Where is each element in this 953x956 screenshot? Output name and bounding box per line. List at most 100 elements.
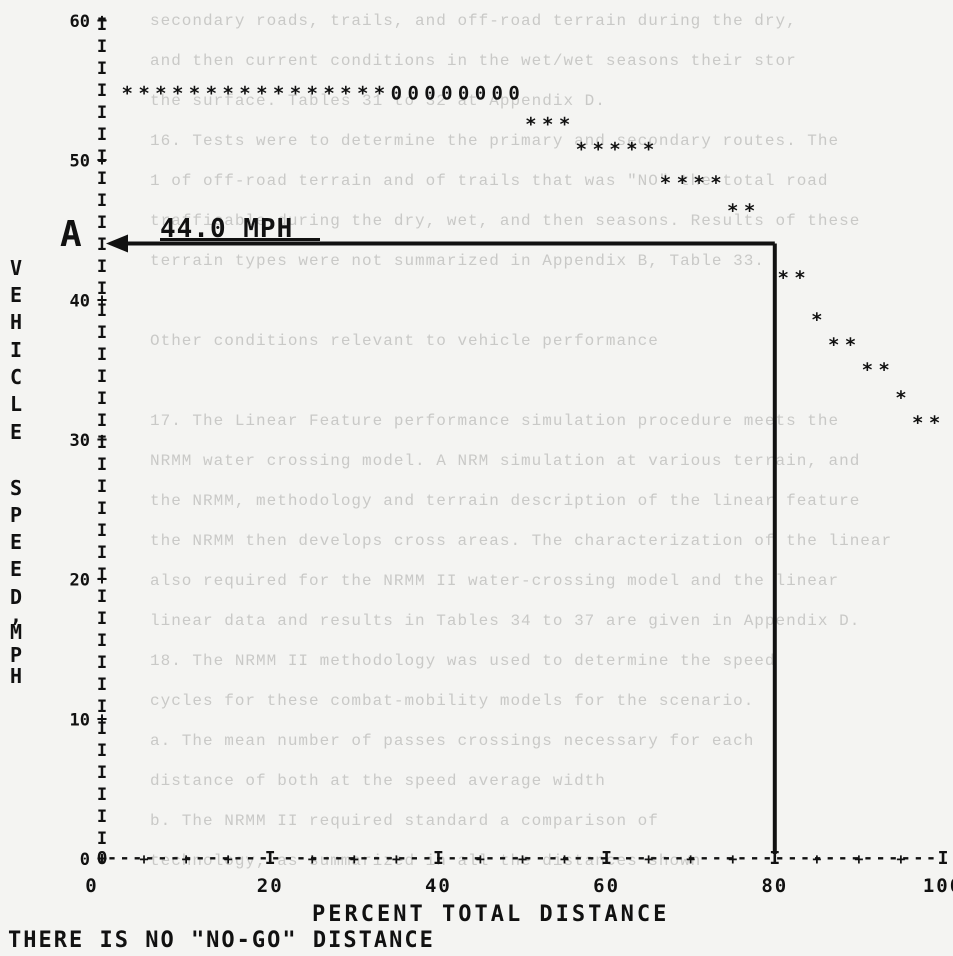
x-axis-segment: -: [510, 848, 520, 868]
y-tick-mark: +: [97, 570, 107, 590]
x-axis-segment: -: [699, 848, 709, 868]
y-axis-segment: I: [97, 367, 107, 387]
x-axis-segment: -: [334, 848, 344, 868]
data-point: *: [660, 172, 671, 194]
data-point: *: [357, 83, 368, 105]
data-point: *: [592, 138, 603, 160]
x-minor-tick: +: [392, 850, 401, 868]
y-axis-segment: I: [97, 147, 107, 167]
data-point: 0: [424, 83, 435, 105]
x-axis-title: PERCENT TOTAL DISTANCE: [312, 902, 670, 927]
y-axis-title-char: P: [10, 503, 23, 527]
x-minor-tick: +: [224, 850, 233, 868]
x-minor-tick: +: [182, 850, 191, 868]
x-axis-segment: -: [749, 848, 759, 868]
data-point: *: [895, 387, 906, 409]
x-minor-tick: +: [350, 850, 359, 868]
data-point: *: [222, 83, 233, 105]
x-axis-segment: -: [913, 848, 923, 868]
y-axis-segment: I: [97, 763, 107, 783]
x-axis-segment: -: [737, 848, 747, 868]
y-axis-title-char: M: [10, 620, 23, 644]
x-minor-tick: +: [644, 850, 653, 868]
x-axis-segment: -: [800, 848, 810, 868]
y-axis-segment: I: [97, 257, 107, 277]
y-axis-title-char: H: [10, 664, 23, 688]
x-axis-segment: -: [762, 848, 772, 868]
x-axis-segment: -: [535, 848, 545, 868]
y-axis-title-char: D: [10, 585, 23, 609]
x-minor-tick: +: [476, 850, 485, 868]
x-axis-segment: -: [220, 848, 230, 868]
x-axis-segment: -: [611, 848, 621, 868]
data-point: *: [172, 83, 183, 105]
data-point: *: [878, 359, 889, 381]
y-tick-label: 50: [70, 152, 90, 172]
y-tick-label: 0: [80, 850, 90, 870]
data-point: *: [155, 83, 166, 105]
x-axis-segment: -: [485, 848, 495, 868]
data-point: *: [744, 200, 755, 222]
x-axis-segment: -: [409, 848, 419, 868]
y-axis-segment: I: [97, 389, 107, 409]
x-tick-label: 40: [425, 875, 452, 897]
x-axis-segment: -: [271, 848, 281, 868]
x-axis-segment: -: [157, 848, 167, 868]
x-axis-segment: -: [283, 848, 293, 868]
data-point: 0: [391, 83, 402, 105]
data-point: *: [626, 138, 637, 160]
x-axis-segment: -: [888, 848, 898, 868]
data-point: *: [929, 412, 940, 434]
x-minor-tick: +: [854, 850, 863, 868]
x-axis-segment: -: [775, 848, 785, 868]
x-axis-segment: -: [119, 848, 129, 868]
x-axis-segment: -: [674, 848, 684, 868]
x-tick-label: 60: [593, 875, 620, 897]
x-tick-label: 0: [85, 875, 98, 897]
x-tick-label: 80: [761, 875, 788, 897]
x-axis-segment: -: [346, 848, 356, 868]
data-point: *: [845, 334, 856, 356]
x-axis-segment: -: [182, 848, 192, 868]
x-axis-segment: -: [170, 848, 180, 868]
y-axis-title-char: S: [10, 476, 23, 500]
x-axis-segment: -: [296, 848, 306, 868]
x-axis-segment: -: [397, 848, 407, 868]
x-axis-segment: -: [422, 848, 432, 868]
y-tick-mark: +: [97, 290, 107, 310]
x-minor-tick: +: [560, 850, 569, 868]
y-axis-segment: I: [97, 169, 107, 189]
x-axis-segment: -: [598, 848, 608, 868]
x-minor-tick: +: [896, 850, 905, 868]
data-point: *: [206, 83, 217, 105]
x-axis-segment: -: [321, 848, 331, 868]
y-axis-segment: I: [97, 675, 107, 695]
data-point: *: [727, 200, 738, 222]
x-axis-segment: -: [787, 848, 797, 868]
x-axis-segment: -: [573, 848, 583, 868]
y-axis-segment: I: [97, 235, 107, 255]
y-axis-segment: I: [97, 719, 107, 739]
x-axis-segment: -: [460, 848, 470, 868]
data-point: 0: [475, 83, 486, 105]
x-axis-segment: -: [447, 848, 457, 868]
x-axis-segment: -: [472, 848, 482, 868]
y-axis-title-char: E: [10, 420, 23, 444]
y-axis-segment: I: [97, 807, 107, 827]
y-tick-label: 10: [70, 710, 90, 730]
data-point: *: [811, 309, 822, 331]
y-tick-label: 20: [70, 571, 90, 591]
x-axis-segment: -: [623, 848, 633, 868]
y-axis-segment: I: [97, 477, 107, 497]
data-point: 0: [458, 83, 469, 105]
y-axis-title-char: C: [10, 365, 23, 389]
y-axis-segment: I: [97, 301, 107, 321]
y-axis-segment: I: [97, 191, 107, 211]
x-minor-tick: +: [812, 850, 821, 868]
y-tick-label: 30: [70, 431, 90, 451]
y-tick-mark: +: [97, 430, 107, 450]
data-point: *: [794, 267, 805, 289]
x-axis-segment: -: [661, 848, 671, 868]
x-minor-tick: +: [518, 850, 527, 868]
y-axis-segment: I: [97, 609, 107, 629]
